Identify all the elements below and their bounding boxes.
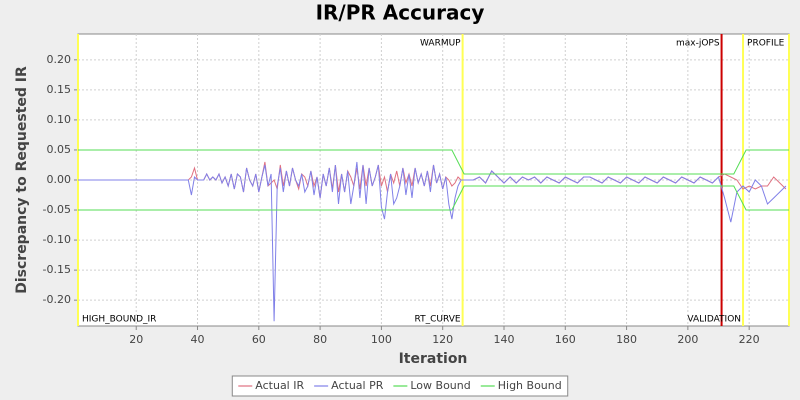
x-tick-label: 20 <box>129 333 143 346</box>
y-tick-label: -0.20 <box>43 293 71 306</box>
y-tick-label: 0.10 <box>47 113 72 126</box>
x-tick-label: 160 <box>555 333 576 346</box>
chart-title: IR/PR Accuracy <box>316 1 485 25</box>
x-tick-label: 200 <box>677 333 698 346</box>
series-line <box>78 149 789 175</box>
legend: Actual IR Actual PR Low Bound High Bound <box>231 375 569 397</box>
marker-label: RT_CURVE <box>415 315 461 325</box>
y-tick-label: 0.05 <box>47 143 72 156</box>
x-tick-label: 220 <box>739 333 760 346</box>
x-tick-label: 180 <box>616 333 637 346</box>
marker-label: PROFILE <box>747 39 785 49</box>
x-tick-label: 120 <box>432 333 453 346</box>
legend-label: Low Bound <box>410 379 470 392</box>
marker-label: max-jOPS <box>676 39 720 49</box>
y-tick-label: 0.15 <box>47 83 72 96</box>
legend-label: Actual IR <box>255 379 304 392</box>
marker-label: VALIDATION <box>687 315 741 325</box>
x-tick-label: 40 <box>191 333 205 346</box>
marker-label: HIGH_BOUND_IR <box>82 315 156 325</box>
legend-label: High Bound <box>498 379 562 392</box>
y-axis-label: Discrepancy to Requested IR <box>14 66 30 294</box>
marker-label: WARMUP <box>420 39 461 49</box>
y-tick-label: -0.10 <box>43 233 71 246</box>
x-tick-label: 80 <box>313 333 327 346</box>
y-tick-label: 0.00 <box>47 173 72 186</box>
y-tick-label: 0.20 <box>47 53 72 66</box>
series-line <box>78 185 789 211</box>
series-line <box>78 161 787 322</box>
x-tick-label: 60 <box>252 333 266 346</box>
y-tick-label: -0.05 <box>43 203 71 216</box>
x-tick-label: 100 <box>371 333 392 346</box>
y-tick-label: -0.15 <box>43 263 71 276</box>
x-axis-label: Iteration <box>399 351 468 367</box>
x-tick-label: 140 <box>493 333 514 346</box>
legend-label: Actual PR <box>331 379 384 392</box>
